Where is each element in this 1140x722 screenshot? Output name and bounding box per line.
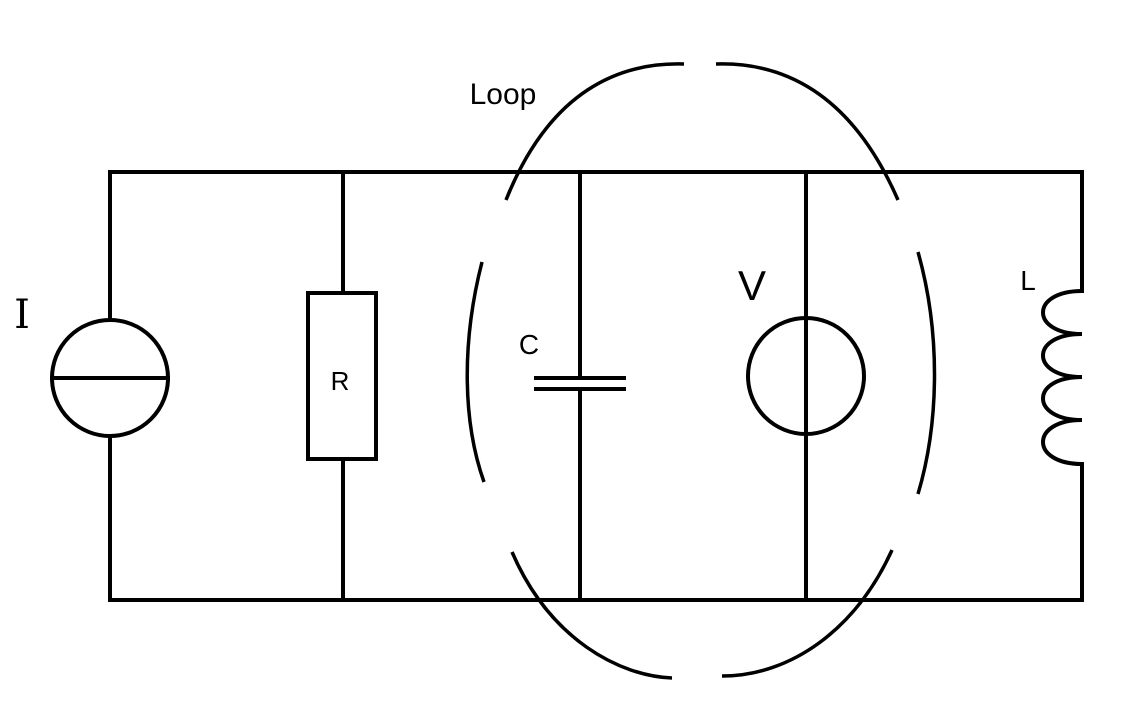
- inductor: L: [1020, 265, 1085, 467]
- loop-arc-bottom: [510, 549, 894, 680]
- loop-label: Loop: [470, 78, 537, 111]
- inductor-coil: [1041, 288, 1085, 467]
- voltage-source: V: [738, 262, 866, 436]
- current-source: I: [14, 292, 170, 438]
- capacitor-label: C: [519, 329, 539, 360]
- loop-arc-top: [504, 62, 900, 201]
- loop-ellipse: Loop: [465, 62, 937, 680]
- wires: [108, 170, 1084, 602]
- capacitor: C: [519, 329, 626, 391]
- resistor-body: [306, 291, 378, 461]
- inductor-label: L: [1020, 265, 1036, 296]
- loop-arc-right: [916, 251, 937, 495]
- loop-arc-left: [465, 261, 486, 483]
- current-source-label: I: [14, 292, 30, 338]
- resistor-label: R: [331, 366, 350, 396]
- resistor: R: [306, 291, 378, 461]
- voltage-source-label: V: [738, 262, 766, 309]
